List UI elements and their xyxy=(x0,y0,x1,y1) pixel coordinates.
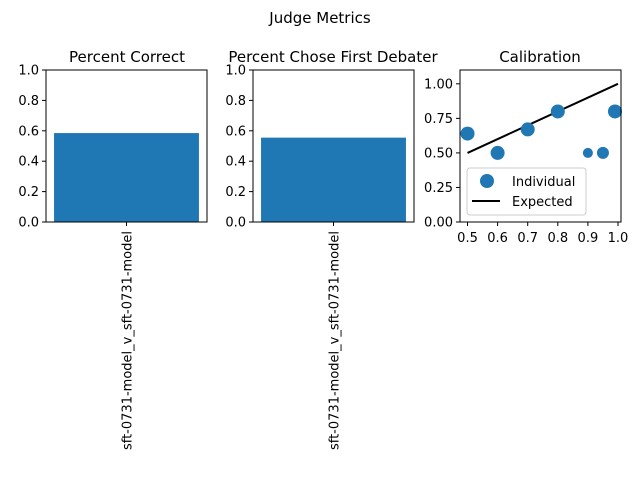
x-tick-label: 0.7 xyxy=(517,231,538,246)
y-tick-label: 0.4 xyxy=(18,155,39,170)
y-tick-label: 0.0 xyxy=(18,216,39,231)
x-tick-label: 0.8 xyxy=(547,231,568,246)
x-tick-label: sft-0731-model_v_sft-0731-model xyxy=(121,231,136,450)
calibration-point-1 xyxy=(490,145,505,160)
calibration-axes-frame xyxy=(459,69,622,223)
percent-correct-x-axis: sft-0731-model_v_sft-0731-model xyxy=(121,222,136,450)
percent-correct-chart: Percent Correct 0.0 0.2 0.4 0.6 0.8 1.0 sft-0… xyxy=(18,48,208,450)
y-tick-label: 1.0 xyxy=(18,64,39,79)
legend-box xyxy=(466,167,587,216)
calibration-point-2 xyxy=(520,122,535,137)
x-tick-label: 0.9 xyxy=(578,231,599,246)
calibration-point-0 xyxy=(460,126,475,141)
calibration-point-3 xyxy=(550,104,565,119)
calibration-point-4 xyxy=(582,147,593,158)
y-tick-label: 0.4 xyxy=(225,155,246,170)
legend-individual-label: Individual xyxy=(512,175,575,190)
legend-individual-marker xyxy=(480,174,494,188)
legend-expected-label: Expected xyxy=(512,195,573,210)
calibration-point-5 xyxy=(596,146,609,159)
percent-correct-y-axis: 0.0 0.2 0.4 0.6 0.8 1.0 xyxy=(18,64,46,231)
y-tick-label: 0.00 xyxy=(424,216,453,231)
bar-0 xyxy=(261,137,406,222)
expected-line xyxy=(467,82,619,154)
percent-chose-first-title: Percent Chose First Debater xyxy=(228,48,438,66)
percent-chose-first-axes-frame xyxy=(252,69,415,223)
y-tick-label: 0.2 xyxy=(225,185,246,200)
y-tick-label: 1.0 xyxy=(225,64,246,79)
calibration-points xyxy=(460,104,622,160)
bar-0 xyxy=(54,133,199,222)
y-tick-label: 0.8 xyxy=(225,94,246,109)
y-tick-label: 0.25 xyxy=(424,181,453,196)
percent-correct-title: Percent Correct xyxy=(69,48,185,66)
calibration-expected-line-group xyxy=(467,82,619,154)
y-tick-label: 1.00 xyxy=(424,77,453,92)
x-tick-label: 0.5 xyxy=(457,231,478,246)
y-tick-label: 0.50 xyxy=(424,146,453,161)
y-tick-label: 0.2 xyxy=(18,185,39,200)
y-tick-label: 0.8 xyxy=(18,94,39,109)
calibration-point-6 xyxy=(607,104,622,119)
figure-suptitle: Judge Metrics xyxy=(268,9,371,27)
percent-chose-first-chart: Percent Chose First Debater 0.0 0.2 0.4 0.6… xyxy=(225,48,438,450)
calibration-chart: Calibration 0.000.250.500.751.00 0.5 0.6 0… xyxy=(424,48,628,246)
y-tick-label: 0.6 xyxy=(18,124,39,139)
y-tick-label: 0.6 xyxy=(225,124,246,139)
calibration-legend: Individual Expected xyxy=(466,167,587,216)
x-tick-label: sft-0731-model_v_sft-0731-model xyxy=(328,231,343,450)
calibration-title: Calibration xyxy=(499,48,581,66)
x-tick-label: 0.6 xyxy=(487,231,508,246)
calibration-y-axis: 0.00 0.25 0.50 0.75 1.00 xyxy=(424,77,460,231)
percent-correct-bars xyxy=(54,133,199,222)
percent-chose-first-x-axis: sft-0731-model_v_sft-0731-model xyxy=(328,222,343,450)
y-tick-label: 0.75 xyxy=(424,112,453,127)
percent-chose-first-bars xyxy=(261,137,406,222)
percent-chose-first-y-axis: 0.0 0.2 0.4 0.6 0.8 1.0 xyxy=(225,64,253,231)
percent-correct-axes-frame xyxy=(45,69,208,223)
y-tick-label: 0.0 xyxy=(225,216,246,231)
x-tick-label: 1.0 xyxy=(608,231,629,246)
calibration-x-axis: 0.5 0.6 0.7 0.8 0.9 1.0 xyxy=(457,222,628,246)
